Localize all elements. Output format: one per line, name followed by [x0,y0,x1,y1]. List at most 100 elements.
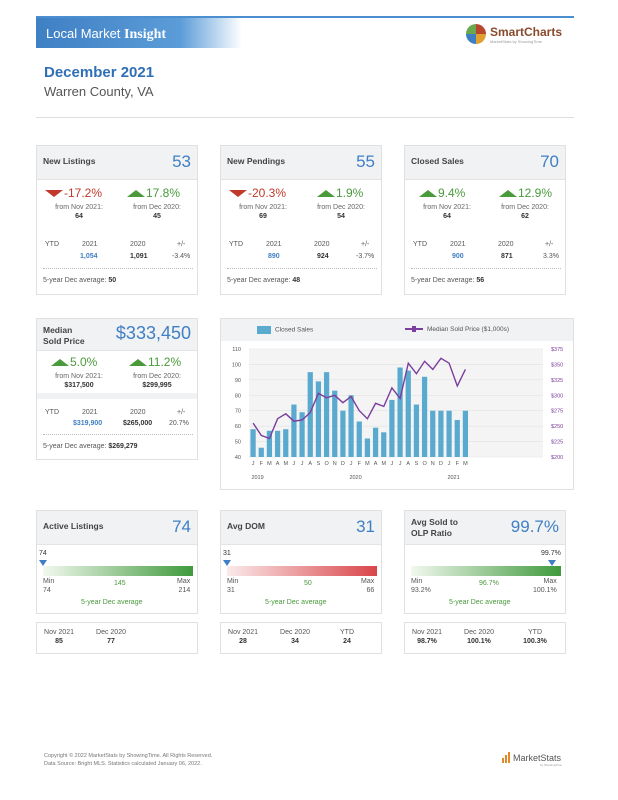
footer-line2: Data Source: Bright MLS. Statistics calc… [44,761,202,767]
history-nov: Nov 2021 28 [228,629,258,645]
card-active-listings: Active Listings 74 74 Min 74 Max 214 145 5… [36,510,198,614]
card-header: New Listings 53 [37,146,197,180]
x-tick: F [260,461,264,467]
logo-name: SmartCharts [490,25,563,39]
ytd-year1-value: $319,900 [73,420,103,427]
card-value: 55 [356,152,375,171]
chart-bar [307,372,313,457]
y-right-tick: $200 [551,455,563,461]
card-avg-sold-olp: Avg Sold to OLP Ratio 99.7% 99.7% Min 93.2… [404,510,566,614]
x-tick: A [374,461,378,467]
chart-bar [356,421,362,457]
ytd-year2: 2020 [314,241,330,248]
ytd-year2-value: 871 [501,253,513,260]
chart-bar [430,410,436,457]
ytd-label: YTD [229,241,243,248]
dotted-divider [43,268,193,269]
y-right-tick: $250 [551,424,563,430]
gauge-mid-value: 145 [114,580,126,587]
year-label: 2019 [251,475,263,481]
gauge-min: Min 93.2% [411,578,431,594]
y-right-tick: $375 [551,347,563,353]
y-left-tick: 110 [232,347,241,353]
gauge-mid-value: 96.7% [479,580,499,587]
card-label: Avg DOM [227,521,265,531]
card-avg-dom: Avg DOM 31 31 Min 31 Max 66 50 5-year Dec … [220,510,382,614]
x-tick: J [399,461,402,467]
five-year-average: 5-year Dec average: 56 [411,277,485,284]
x-tick: D [341,461,345,467]
header-divider [36,117,574,118]
chart-bar [389,399,395,457]
chart-bar [381,432,387,457]
history-nov: Nov 2021 85 [44,629,74,645]
dotted-divider [227,268,377,269]
gauge-min: Min 74 [43,578,55,594]
card-value: 74 [172,517,191,536]
ytd-year1: 2021 [82,409,98,416]
history-nov: Nov 2021 98.7% [412,629,442,645]
marketstats-brand: MarketStats [513,753,562,763]
history-ytd: YTD 100.3% [523,629,547,645]
card-value: 99.7% [510,517,559,536]
smartcharts-logo: SmartCharts MarketStats by ShowingTime [466,22,586,48]
sales-price-chart: Closed Sales Median Sold Price ($1,000s)… [220,318,574,490]
chart-bar [299,412,305,457]
change-month-base: from Nov 2021: $317,500 [55,373,103,389]
ytd-year1-value: 1,054 [80,253,98,260]
card-label: Median Sold Price [43,325,85,346]
y-left-tick: 100 [232,362,241,368]
chart-bar [454,419,460,457]
y-left-tick: 60 [235,424,241,430]
chart-bar [348,395,354,457]
x-tick: M [283,461,288,467]
x-tick: M [381,461,386,467]
x-tick: J [391,461,394,467]
card-value: $333,450 [115,323,191,343]
y-right-tick: $325 [551,378,563,384]
change-month: 5.0% [51,355,97,369]
ytd-year2: 2020 [130,409,146,416]
gauge-min: Min 31 [227,578,239,594]
logo-tagline: MarketStats by ShowingTime [490,39,542,44]
gauge-bar [227,566,377,576]
year-label: 2020 [349,475,361,481]
x-tick: N [333,461,337,467]
history-ytd: YTD 24 [340,629,354,645]
x-tick: J [448,461,451,467]
chart-bar [274,430,281,457]
ytd-year2: 2020 [498,241,514,248]
gauge-mid-value: 50 [304,580,312,587]
arrow-up-icon [127,190,145,198]
chart-bar [291,404,297,457]
chart-bar [283,429,289,457]
chart-bar [446,410,452,457]
ytd-pm: +/- [545,241,554,248]
y-left-tick: 40 [235,455,241,461]
ytd-pm: +/- [177,241,186,248]
x-tick: N [431,461,435,467]
five-year-average: 5-year Dec average: 50 [43,277,117,284]
marketstats-logo: MarketStats [502,752,561,763]
top-rule [36,16,574,18]
y-right-tick: $225 [551,440,563,446]
ytd-label: YTD [45,409,59,416]
change-year-base: from Dec 2020: 54 [317,204,365,220]
card-label: Active Listings [43,521,104,531]
ytd-year2-value: $265,000 [123,420,153,427]
gauge-bar [43,566,193,576]
x-tick: M [365,461,370,467]
card-new-pendings: New Pendings 55 -20.3% 1.9% from Nov 202… [220,145,382,295]
chart-bar [250,429,256,457]
legend-closed-sales: Closed Sales [257,326,313,334]
report-location: Warren County, VA [44,84,154,99]
ytd-year1: 2021 [266,241,282,248]
chart-bar [315,381,322,457]
arrow-down-icon [45,190,63,198]
median-price-line [252,357,467,440]
banner-bold: Insight [124,27,167,42]
x-tick: S [415,461,419,467]
card-header: Active Listings 74 [37,511,197,545]
ytd-pm: +/- [177,409,186,416]
y-right-tick: $275 [551,409,563,415]
